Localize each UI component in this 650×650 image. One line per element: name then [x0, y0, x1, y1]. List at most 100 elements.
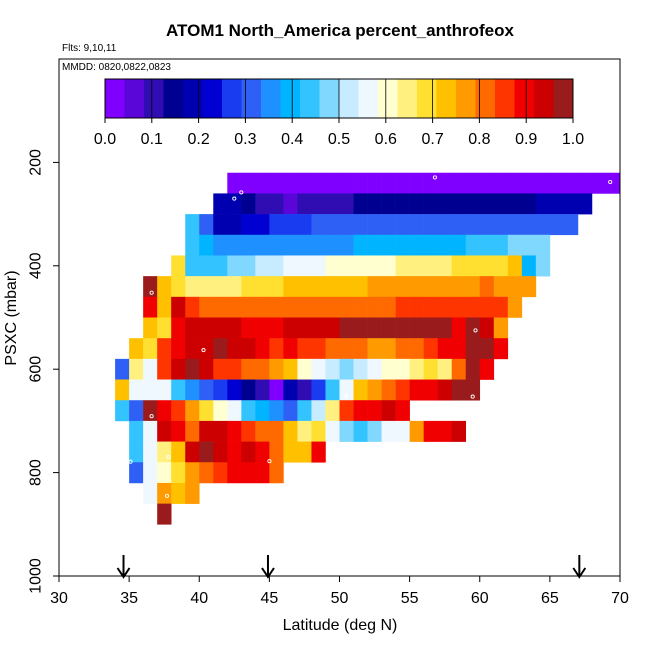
heatmap-cell	[255, 358, 270, 380]
heatmap-cell	[213, 317, 228, 339]
heatmap-cell	[283, 379, 298, 401]
heatmap-cell	[465, 379, 481, 401]
heatmap-cell	[381, 400, 396, 422]
heatmap-cell	[311, 400, 326, 422]
heatmap-cell	[465, 276, 481, 298]
heatmap-cells	[115, 172, 621, 525]
heatmap-cell	[297, 317, 312, 339]
heatmap-cell	[115, 379, 130, 401]
heatmap-cell	[451, 255, 467, 277]
heatmap-cell	[311, 441, 326, 463]
x-tick-label: 50	[331, 590, 349, 607]
heatmap-cell	[297, 234, 312, 256]
heatmap-cell	[325, 214, 340, 236]
heatmap-cell	[451, 296, 467, 318]
heatmap-cell	[605, 172, 621, 194]
heatmap-cell	[507, 296, 523, 318]
colorbar-swatch	[241, 79, 262, 118]
y-tick-label: 600	[28, 356, 45, 383]
heatmap-cell	[367, 338, 382, 360]
heatmap-cell	[213, 338, 228, 360]
heatmap-cell	[297, 172, 312, 194]
sample-marker	[608, 179, 613, 185]
heatmap-cell	[339, 172, 354, 194]
heatmap-cell	[437, 276, 452, 298]
heatmap-cell	[283, 317, 298, 339]
heatmap-cell	[227, 296, 242, 318]
colorbar-swatch	[163, 79, 184, 118]
heatmap-cell	[437, 193, 452, 215]
heatmap-cell	[381, 276, 396, 298]
heatmap-cell	[479, 234, 495, 256]
heatmap-cell	[423, 193, 438, 215]
heatmap-cell	[479, 172, 495, 194]
colorbar: 0.0 0.1 0.2 0.3 0.4 0.5 0.6 0.7 0.8 0.9 1.0	[94, 78, 584, 148]
heatmap-cell	[465, 358, 481, 380]
heatmap-cell	[283, 296, 298, 318]
colorbar-swatch	[456, 79, 476, 118]
colorbar-tick-label: 0.0	[94, 131, 116, 148]
heatmap-cell	[185, 255, 200, 277]
heatmap-cell	[213, 379, 228, 401]
heatmap-cell	[297, 296, 312, 318]
heatmap-cell	[297, 441, 312, 463]
heatmap-cell	[269, 358, 284, 380]
heatmap-cell	[269, 462, 284, 484]
heatmap-cell	[199, 358, 214, 380]
heatmap-cell	[493, 255, 509, 277]
heatmap-cell	[339, 338, 354, 360]
heatmap-cell	[199, 214, 214, 236]
sample-marker	[267, 459, 272, 464]
heatmap-cell	[521, 255, 537, 277]
heatmap-cell	[255, 441, 270, 463]
y-axis: 200 400 600 800 1000	[28, 149, 60, 594]
plot-area	[58, 58, 621, 579]
heatmap-cell	[185, 441, 200, 463]
heatmap-cell	[241, 255, 256, 277]
heatmap-cell	[409, 358, 424, 380]
heatmap-cell	[353, 296, 368, 318]
heatmap-cell	[367, 214, 382, 236]
heatmap-cell	[521, 234, 537, 256]
sample-marker	[122, 349, 127, 354]
heatmap-cell	[157, 482, 172, 504]
heatmap-cell	[367, 358, 382, 380]
heatmap-cell	[451, 172, 467, 194]
heatmap-cell	[423, 276, 438, 298]
heatmap-cell	[381, 420, 396, 442]
sample-marker	[432, 175, 437, 180]
heatmap-cell	[157, 503, 172, 525]
arrow-head	[572, 567, 587, 579]
heatmap-cell	[213, 420, 228, 442]
heatmap-cell	[157, 441, 172, 463]
heatmap-cell	[353, 420, 368, 442]
heatmap-cell	[465, 296, 481, 318]
heatmap-cell	[283, 172, 298, 194]
x-tick-label: 40	[190, 590, 208, 607]
colorbar-tick-label: 1.0	[562, 131, 584, 148]
heatmap-cell	[297, 338, 312, 360]
sample-marker	[344, 394, 349, 399]
heatmap-cell	[171, 317, 186, 339]
heatmap-cell	[297, 193, 312, 215]
heatmap-cell	[577, 172, 593, 194]
heatmap-cell	[213, 234, 228, 256]
heatmap-cell	[297, 420, 312, 442]
heatmap-cell	[157, 379, 172, 401]
heatmap-cell	[199, 420, 214, 442]
heatmap-cell	[255, 317, 270, 339]
heatmap-cell	[493, 214, 509, 236]
heatmap-cell	[437, 338, 452, 360]
sample-marker	[166, 455, 171, 460]
heatmap-cell	[521, 172, 537, 194]
heatmap-cell	[367, 420, 382, 442]
x-tick-label: 30	[50, 590, 68, 607]
heatmap-cell	[199, 234, 214, 256]
heatmap-cell	[241, 193, 256, 215]
heatmap-cell	[283, 358, 298, 380]
colorbar-swatch	[339, 79, 359, 118]
heatmap-cell	[185, 338, 200, 360]
colorbar-swatch	[397, 79, 418, 118]
heatmap-cell	[241, 379, 256, 401]
heatmap-cell	[255, 214, 270, 236]
